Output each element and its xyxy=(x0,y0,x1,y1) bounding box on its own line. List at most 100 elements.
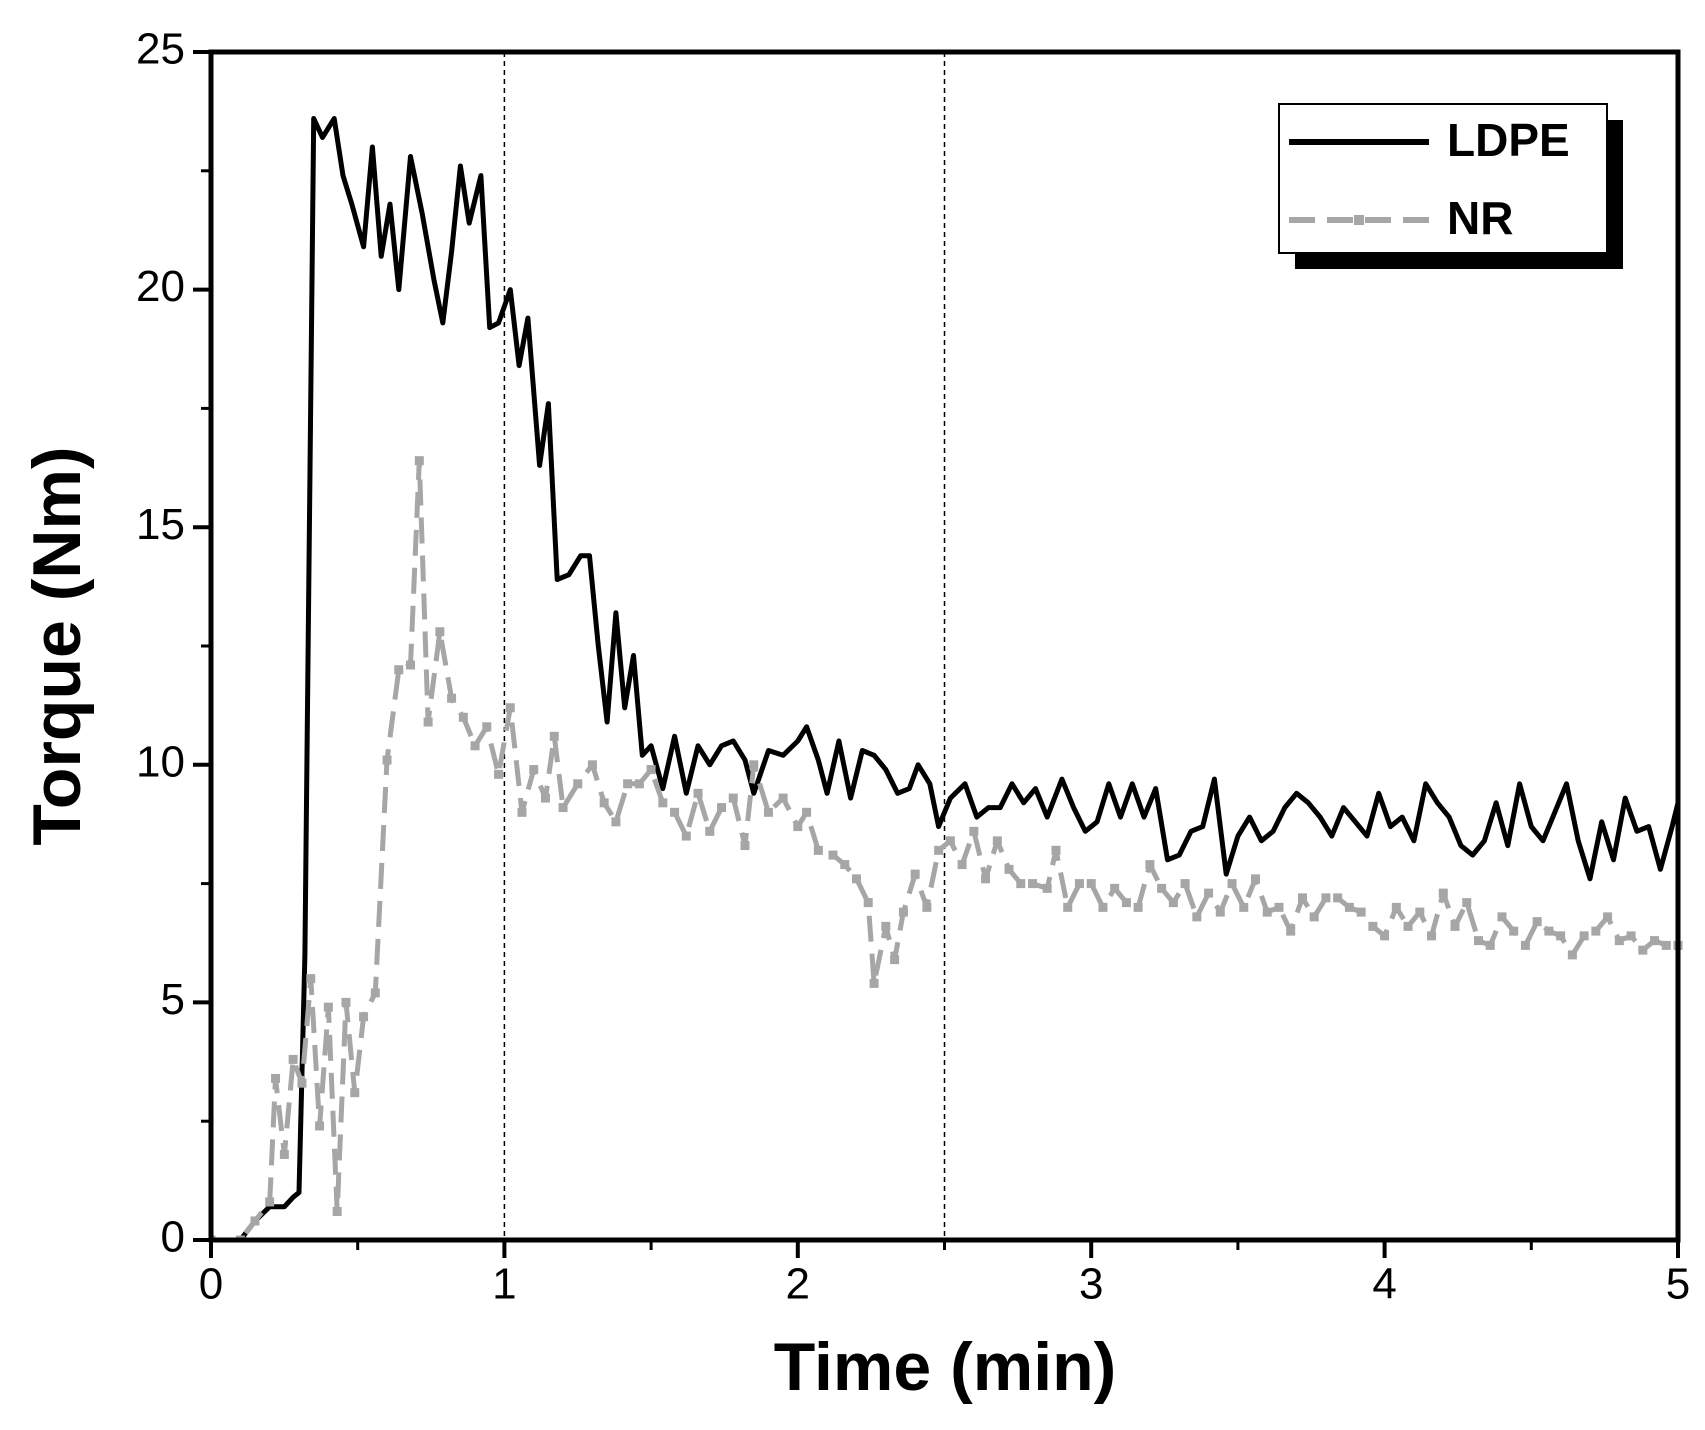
series-marker xyxy=(265,1197,275,1207)
series-marker xyxy=(1603,912,1613,922)
series-marker xyxy=(1251,874,1261,884)
series-marker xyxy=(1473,936,1483,946)
x-axis-title: Time (min) xyxy=(774,1329,1117,1405)
x-tick-label: 2 xyxy=(786,1260,810,1309)
series-marker xyxy=(1427,931,1437,941)
series-marker xyxy=(681,831,691,841)
x-tick-label: 0 xyxy=(199,1260,223,1309)
series-marker xyxy=(1485,940,1495,950)
series-marker xyxy=(288,1054,298,1064)
series-marker xyxy=(370,988,380,998)
series-marker xyxy=(749,760,759,770)
series-marker xyxy=(435,627,445,637)
series-marker xyxy=(447,693,457,703)
series-marker xyxy=(1086,879,1096,889)
series-marker xyxy=(1051,845,1061,855)
y-tick-label: 20 xyxy=(136,262,185,311)
x-tick-label: 5 xyxy=(1666,1260,1690,1309)
series-marker xyxy=(323,1002,333,1012)
series-marker xyxy=(945,836,955,846)
series-marker xyxy=(1145,860,1155,870)
series-marker xyxy=(1567,950,1577,960)
series-marker xyxy=(646,765,656,775)
series-marker xyxy=(505,703,515,713)
series-marker xyxy=(382,755,392,765)
series-marker xyxy=(1215,907,1225,917)
series-marker xyxy=(611,817,621,827)
series-marker xyxy=(271,1073,281,1083)
series-marker xyxy=(992,836,1002,846)
series-marker xyxy=(1356,907,1366,917)
series-marker xyxy=(1157,883,1167,893)
series-marker xyxy=(573,779,583,789)
series-marker xyxy=(934,845,944,855)
series-marker xyxy=(1192,912,1202,922)
series-marker xyxy=(470,741,480,751)
series-marker xyxy=(482,722,492,732)
series-marker xyxy=(306,974,316,984)
series-marker xyxy=(1274,902,1284,912)
series-marker xyxy=(1532,917,1542,927)
series-marker xyxy=(1614,936,1624,946)
series-marker xyxy=(763,807,773,817)
series-marker xyxy=(778,793,788,803)
series-marker xyxy=(1321,893,1331,903)
series-line xyxy=(211,458,1678,1240)
x-tick-label: 3 xyxy=(1079,1260,1103,1309)
series-marker xyxy=(1204,888,1214,898)
series-marker xyxy=(1438,888,1448,898)
series-marker xyxy=(1544,926,1554,936)
series-marker xyxy=(494,769,504,779)
series-marker xyxy=(1110,883,1120,893)
series-marker xyxy=(623,779,633,789)
series-marker xyxy=(1415,907,1425,917)
series-marker xyxy=(332,1206,342,1216)
series-marker xyxy=(1121,898,1131,908)
series-marker xyxy=(1403,921,1413,931)
x-tick-label: 4 xyxy=(1372,1260,1396,1309)
series-marker xyxy=(1391,902,1401,912)
series-marker xyxy=(599,798,609,808)
series-marker xyxy=(670,807,680,817)
series-marker xyxy=(828,850,838,860)
series-marker xyxy=(1004,864,1014,874)
y-tick-label: 15 xyxy=(136,500,185,549)
series-marker xyxy=(1650,936,1660,946)
series-marker xyxy=(717,803,727,813)
series-marker xyxy=(1509,926,1519,936)
series-marker xyxy=(517,807,527,817)
series-marker xyxy=(540,793,550,803)
series-marker xyxy=(740,841,750,851)
series-marker xyxy=(1297,893,1307,903)
series-marker xyxy=(840,860,850,870)
series-marker xyxy=(793,822,803,832)
series-marker xyxy=(1133,902,1143,912)
series-marker xyxy=(1450,921,1460,931)
y-tick-label: 0 xyxy=(161,1213,185,1262)
series-marker xyxy=(297,1078,307,1088)
series-marker xyxy=(1497,912,1507,922)
series-marker xyxy=(1579,931,1589,941)
y-tick-label: 10 xyxy=(136,737,185,786)
series-marker xyxy=(1309,912,1319,922)
plot-frame xyxy=(208,49,1681,1243)
series-marker xyxy=(529,765,539,775)
legend-label: LDPE xyxy=(1447,114,1570,166)
series-marker xyxy=(279,1149,289,1159)
legend-label: NR xyxy=(1447,192,1513,244)
series-marker xyxy=(587,760,597,770)
series-marker xyxy=(1286,926,1296,936)
y-tick-label: 25 xyxy=(136,25,185,74)
series-marker xyxy=(1239,902,1249,912)
series-marker xyxy=(922,902,932,912)
x-tick-label: 1 xyxy=(492,1260,516,1309)
series-marker xyxy=(969,826,979,836)
series-marker xyxy=(394,665,404,675)
series-marker xyxy=(1661,940,1671,950)
series-marker xyxy=(406,660,416,670)
series-marker xyxy=(1626,931,1636,941)
series-marker xyxy=(869,978,879,988)
series-marker xyxy=(1380,931,1390,941)
series-marker xyxy=(1344,902,1354,912)
